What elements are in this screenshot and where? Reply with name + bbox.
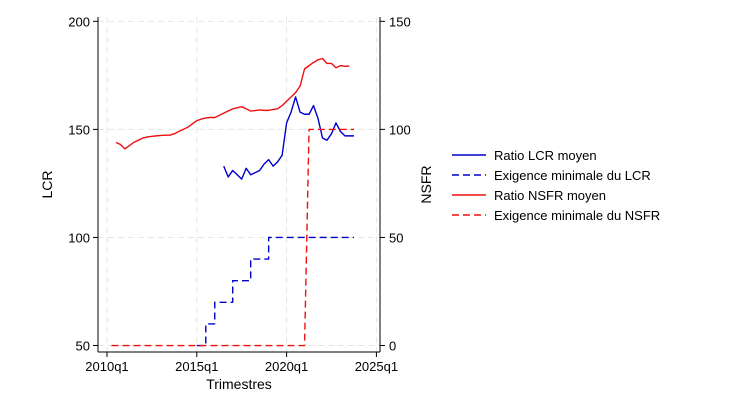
y-axis-right-title: NSFR	[418, 165, 434, 203]
series-group	[111, 57, 354, 347]
series-line-4	[111, 128, 354, 347]
y-left-tick-label: 50	[76, 339, 90, 354]
x-tick-label: 2015q1	[175, 359, 218, 374]
series-line-3	[115, 57, 350, 150]
y-axis-left-title: LCR	[39, 170, 55, 198]
axes: 2010q1 2015q1 2020q1 2025q1 50 100 150 200 0 50 10…	[39, 14, 434, 392]
series-line-2	[196, 236, 354, 347]
y-right-tick-label: 150	[389, 14, 411, 29]
x-axis-title: Trimestres	[206, 376, 272, 392]
y-left-tick-label: 200	[68, 14, 90, 29]
series-line-1	[223, 96, 354, 180]
y-left-tick-label: 100	[68, 230, 90, 245]
x-tick-label: 2010q1	[85, 359, 128, 374]
legend-label-4: Exigence minimale du NSFR	[494, 208, 660, 223]
y-left-tick-label: 150	[68, 122, 90, 137]
y-right-tick-label: 50	[389, 230, 403, 245]
legend: Ratio LCR moyen Exigence minimale du LCR R…	[452, 148, 660, 223]
x-tick-label: 2020q1	[265, 359, 308, 374]
y-right-tick-label: 0	[389, 339, 396, 354]
y-right-tick-label: 100	[389, 122, 411, 137]
legend-label-3: Ratio NSFR moyen	[494, 188, 606, 203]
legend-label-1: Ratio LCR moyen	[494, 148, 597, 163]
x-tick-label: 2025q1	[355, 359, 398, 374]
legend-label-2: Exigence minimale du LCR	[494, 168, 651, 183]
